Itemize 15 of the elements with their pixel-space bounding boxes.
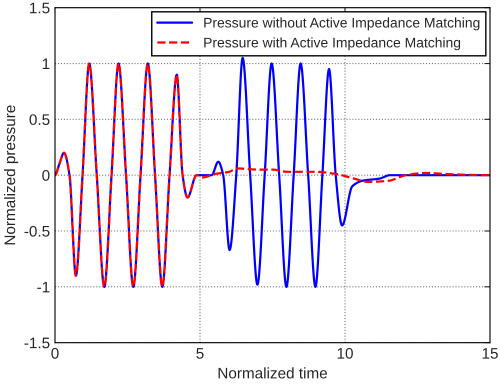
y-tick-label: 0.5 [30,114,50,126]
y-tick-label: -1 [37,282,50,292]
legend-label: Pressure with Active Impedance Matching [204,37,460,50]
x-tick-label: 10 [338,348,353,359]
x-tick-label: 5 [196,348,204,359]
y-tick-label: 1 [42,58,50,70]
y-tick-label: -0.5 [24,226,50,237]
y-tick-label: -1.5 [24,338,50,348]
x-tick-label: 15 [482,348,498,359]
y-tick-label: 0 [42,170,50,181]
x-axis-title: Normalized time [218,367,328,379]
legend-label: Pressure without Active Impedance Matching [204,17,480,30]
y-tick-label: 1.5 [30,2,50,14]
x-tick-label: 0 [51,348,59,359]
y-axis-title: Normalized pressure [4,105,18,244]
